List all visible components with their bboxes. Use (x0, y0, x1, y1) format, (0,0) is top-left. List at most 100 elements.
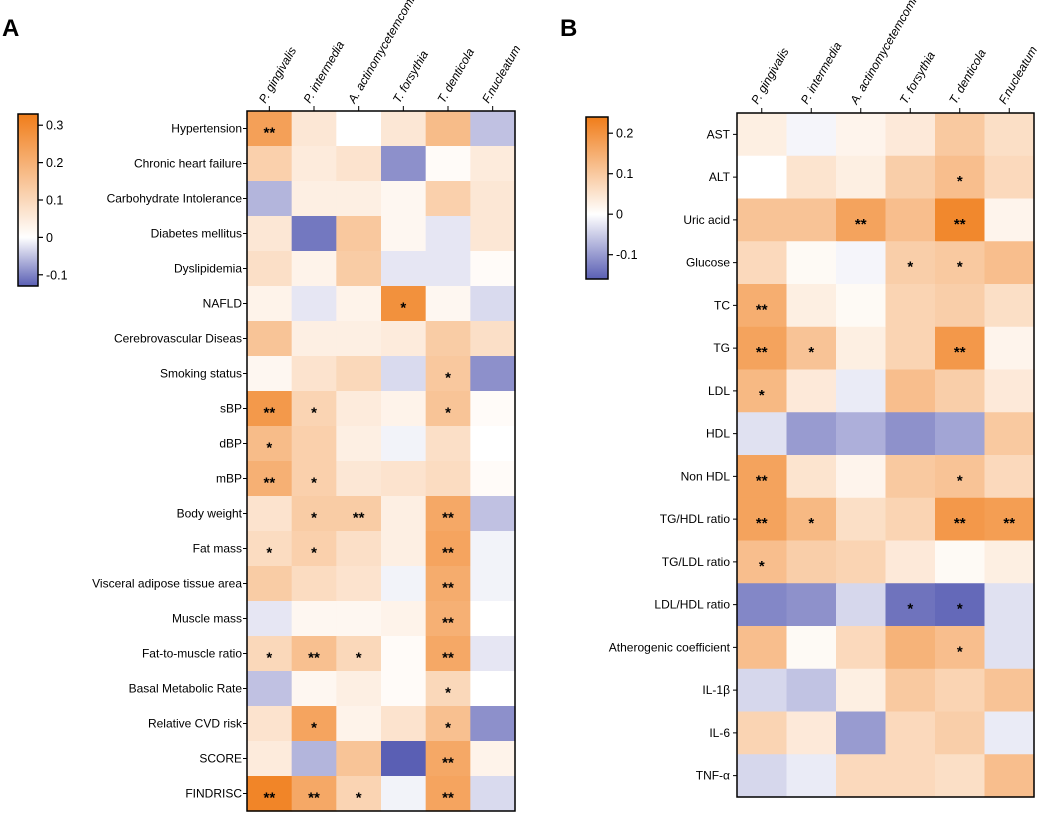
row-label: Fat mass (193, 542, 242, 556)
heatmap-cell (984, 412, 1035, 456)
heatmap-cell (737, 668, 788, 713)
significance-marker: * (445, 685, 451, 702)
heatmap-cell (247, 531, 293, 567)
significance-marker: ** (263, 790, 275, 807)
heatmap-cell (425, 776, 471, 812)
row-label: Cerebrovascular Diseas (114, 332, 242, 346)
heatmap-cell (885, 198, 936, 242)
significance-marker: ** (756, 472, 768, 489)
heatmap-cell (470, 636, 516, 672)
row-label: sBP (220, 402, 242, 416)
heatmap-cell (470, 321, 516, 357)
heatmap-cell (984, 754, 1035, 798)
heatmap-cell (336, 356, 382, 392)
heatmap-cell (935, 626, 986, 670)
column-label: P. gingivalis (256, 44, 299, 105)
heatmap-cell (336, 601, 382, 637)
heatmap-cell (470, 496, 516, 532)
significance-marker: ** (954, 344, 966, 361)
significance-marker: * (311, 545, 317, 562)
heatmap-frame (246, 110, 516, 812)
heatmap-cell (381, 671, 427, 707)
heatmap-cell (425, 391, 471, 427)
heatmap-cell (425, 531, 471, 567)
significance-marker: * (907, 601, 913, 618)
heatmap-cell (984, 241, 1035, 285)
heatmap-cell (381, 706, 427, 742)
heatmap-cell (737, 412, 788, 456)
significance-marker: ** (442, 510, 454, 527)
heatmap-cell (336, 216, 382, 252)
row-label: dBP (219, 437, 242, 451)
heatmap-cell (885, 412, 936, 456)
row-label: mBP (216, 472, 242, 486)
heatmap-cell (836, 583, 887, 627)
row-label: LDL (708, 384, 730, 398)
heatmap-cell (737, 241, 788, 285)
heatmap-cell (984, 455, 1035, 499)
heatmap-cell (247, 181, 293, 217)
heatmap-cell (336, 636, 382, 672)
heatmap-cell (247, 111, 293, 147)
heatmap-cell (984, 626, 1035, 670)
row-label: TC (714, 298, 730, 312)
heatmap-cell (737, 326, 788, 371)
row-label: Visceral adipose tissue area (92, 577, 242, 591)
heatmap-cell (786, 583, 837, 627)
column-label: F.nucleatum (996, 44, 1040, 107)
heatmap-cell (336, 251, 382, 287)
significance-marker: ** (1003, 515, 1015, 532)
heatmap-cell (425, 461, 471, 497)
heatmap-cell (984, 326, 1035, 371)
heatmap-cell (470, 251, 516, 287)
heatmap-cell (786, 711, 837, 755)
significance-marker: ** (954, 216, 966, 233)
panel-a: A0.30.20.10-0.1****** * **** ** ** *** * ******… (2, 0, 524, 812)
row-label: LDL/HDL ratio (654, 598, 730, 612)
significance-marker: ** (442, 650, 454, 667)
heatmap-cell (737, 369, 788, 413)
heatmap-cell (291, 426, 337, 462)
heatmap-cell (935, 412, 986, 456)
heatmap-cell (935, 497, 986, 542)
row-label: AST (707, 127, 731, 141)
heatmap-cell (247, 216, 293, 252)
panel-b: B0.20.10-0.1*** *** ***** * ***** *** * ** **** *… (560, 0, 1040, 798)
heatmap-cell (885, 113, 936, 157)
heatmap-cell (737, 540, 788, 584)
significance-marker: * (266, 650, 272, 667)
heatmap-cell (336, 776, 382, 812)
heatmap-cell (247, 426, 293, 462)
heatmap-cell (291, 251, 337, 287)
row-label: Body weight (177, 507, 243, 521)
heatmap-cell (935, 155, 986, 200)
significance-marker: ** (756, 515, 768, 532)
heatmap-cell (336, 531, 382, 567)
heatmap-cell (291, 601, 337, 637)
panel-label: B (560, 15, 577, 42)
heatmap-cell (935, 583, 986, 627)
heatmap-cell (935, 113, 986, 157)
row-label: Non HDL (681, 469, 731, 483)
heatmap-cell (381, 741, 427, 777)
heatmap-cell (425, 706, 471, 742)
heatmap-cell (381, 356, 427, 392)
heatmap-cell (381, 531, 427, 567)
heatmap-cell (470, 391, 516, 427)
heatmap-cell (425, 286, 471, 322)
significance-marker: ** (263, 475, 275, 492)
heatmap-cell (336, 706, 382, 742)
heatmap-cell (836, 540, 887, 584)
column-label: A. actinomycetemcomitans (847, 0, 931, 107)
column-label: F.nucleatum (479, 43, 523, 106)
heatmap-cell (786, 284, 837, 328)
significance-marker: * (400, 300, 406, 317)
significance-marker: * (957, 472, 963, 489)
heatmap-cell (291, 321, 337, 357)
heatmap-cell (336, 566, 382, 602)
heatmap-cell (935, 284, 986, 328)
heatmap-cell (336, 461, 382, 497)
significance-marker: ** (442, 615, 454, 632)
heatmap-cell (247, 741, 293, 777)
heatmap-cell (786, 241, 837, 285)
